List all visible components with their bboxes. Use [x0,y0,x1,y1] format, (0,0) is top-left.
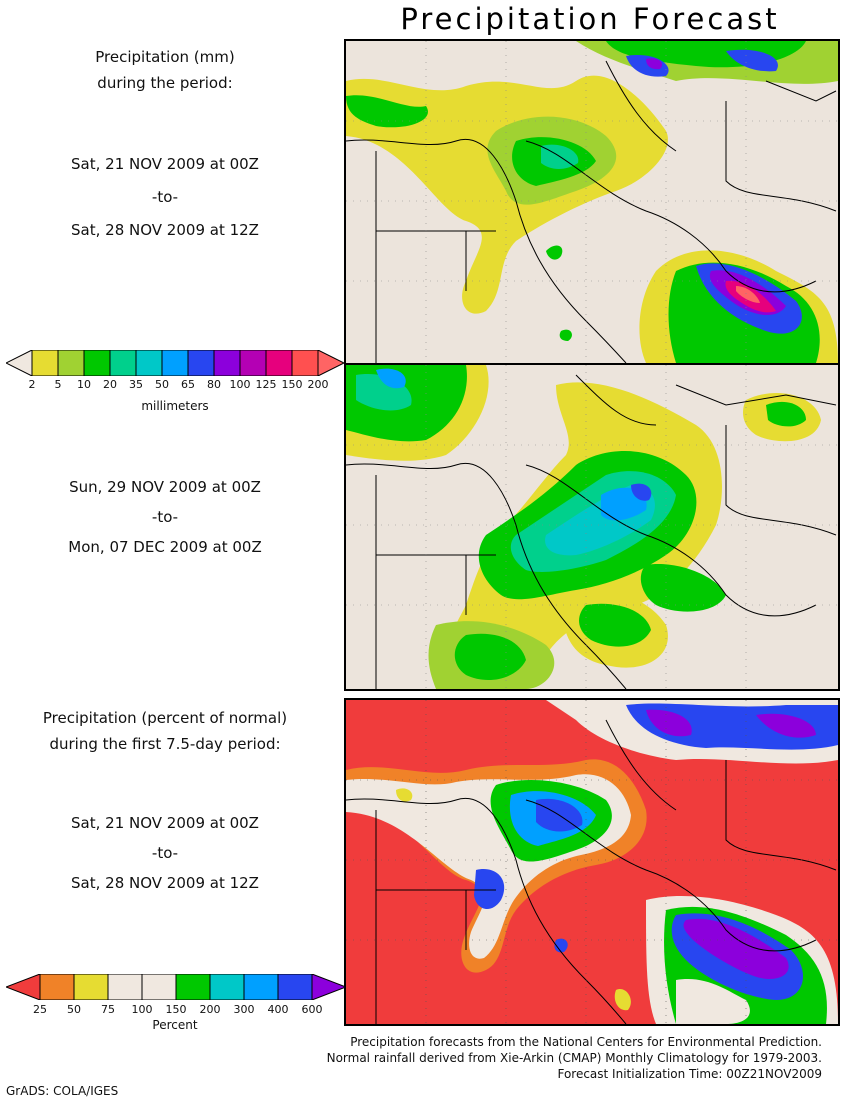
panel3-heading: Precipitation (percent of normal) [42,709,288,727]
precip-map-week2 [344,363,840,691]
cbar-mm-label: 100 [229,378,251,391]
panel2-end: Mon, 07 DEC 2009 at 00Z [68,538,262,556]
precip-field-week2 [346,365,821,689]
grads-credit: GrADS: COLA/IGES [6,1084,119,1098]
cbar-pct-label: 300 [233,1003,255,1016]
map-grid-week1 [346,41,838,363]
footer-credits: Precipitation forecasts from the Nationa… [327,1034,822,1082]
panel3-period: Sat, 21 NOV 2009 at 00Z -to- Sat, 28 NOV… [20,808,310,898]
panel1-subheading: during the period: [97,74,233,92]
colorbar-mm-unit: millimeters [141,399,209,413]
panel2-to: -to- [151,508,179,526]
cbar-mm-label: 80 [207,378,221,391]
cbar-mm-label: 20 [103,378,117,391]
panel3-to: -to- [151,844,179,862]
footer-line-init-time: Forecast Initialization Time: 00Z21NOV20… [557,1067,822,1081]
cbar-mm-label: 2 [28,378,36,391]
colorbar-percent [4,973,348,1001]
panel2-period: Sun, 29 NOV 2009 at 00Z -to- Mon, 07 DEC… [20,472,310,562]
panel3-end: Sat, 28 NOV 2009 at 12Z [71,874,259,892]
cbar-pct-label: 150 [165,1003,187,1016]
cbar-mm-label: 10 [77,378,91,391]
cbar-pct-label: 100 [131,1003,153,1016]
cbar-mm-label: 200 [307,378,329,391]
map-borders-pct [346,719,837,1024]
cbar-mm-label: 65 [181,378,195,391]
precip-percent-normal-map [344,698,840,1026]
map-grid-week2 [346,365,838,689]
cbar-pct-label: 75 [101,1003,115,1016]
panel1-labels: Precipitation (mm) during the period: [20,44,310,96]
colorbar-percent-unit: Percent [152,1018,198,1032]
cbar-mm-label: 50 [155,378,169,391]
page-title: Precipitation Forecast [400,2,780,36]
panel1-period: Sat, 21 NOV 2009 at 00Z -to- Sat, 28 NOV… [20,148,310,247]
panel2-start: Sun, 29 NOV 2009 at 00Z [69,478,261,496]
cbar-pct-label: 200 [199,1003,221,1016]
percent-field [346,700,838,1024]
cbar-pct-label: 50 [67,1003,81,1016]
cbar-pct-label: 600 [301,1003,323,1016]
map-borders-week1 [346,60,837,363]
panel3-start: Sat, 21 NOV 2009 at 00Z [71,814,259,832]
cbar-mm-label: 35 [129,378,143,391]
panel1-heading: Precipitation (mm) [95,48,235,66]
panel1-start: Sat, 21 NOV 2009 at 00Z [71,155,259,173]
cbar-mm-label: 150 [281,378,303,391]
cbar-mm-label: 5 [54,378,62,391]
precip-field-week1 [346,41,838,363]
map-grid-pct [346,700,838,1024]
footer-line-normal: Normal rainfall derived from Xie-Arkin (… [326,1051,822,1065]
panel3-subheading: during the first 7.5-day period: [49,735,281,753]
panel3-labels: Precipitation (percent of normal) during… [20,705,310,757]
panel1-end: Sat, 28 NOV 2009 at 12Z [71,221,259,239]
colorbar-mm [4,349,346,377]
precip-map-week1 [344,39,840,365]
footer-line-source: Precipitation forecasts from the Nationa… [350,1035,822,1049]
map-borders-week2 [346,374,837,689]
panel1-to: -to- [151,188,179,206]
cbar-pct-label: 400 [267,1003,289,1016]
cbar-pct-label: 25 [33,1003,47,1016]
cbar-mm-label: 125 [255,378,277,391]
